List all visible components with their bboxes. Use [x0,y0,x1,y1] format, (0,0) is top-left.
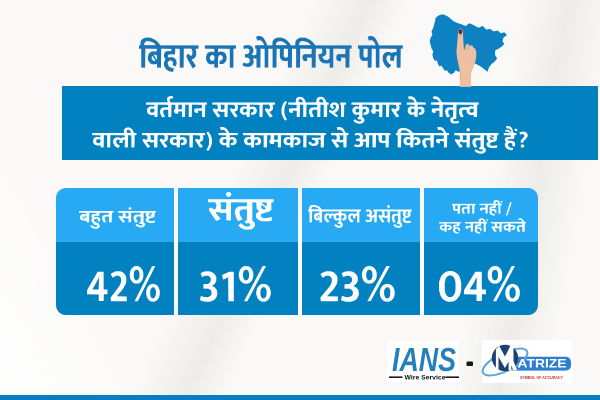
svg-text:Wire Service: Wire Service [405,375,446,382]
svg-text:IANS: IANS [392,341,456,378]
svg-text:ATRIZE: ATRIZE [518,358,567,370]
svg-text:SYMBOL OF ACCURACY: SYMBOL OF ACCURACY [520,375,563,380]
